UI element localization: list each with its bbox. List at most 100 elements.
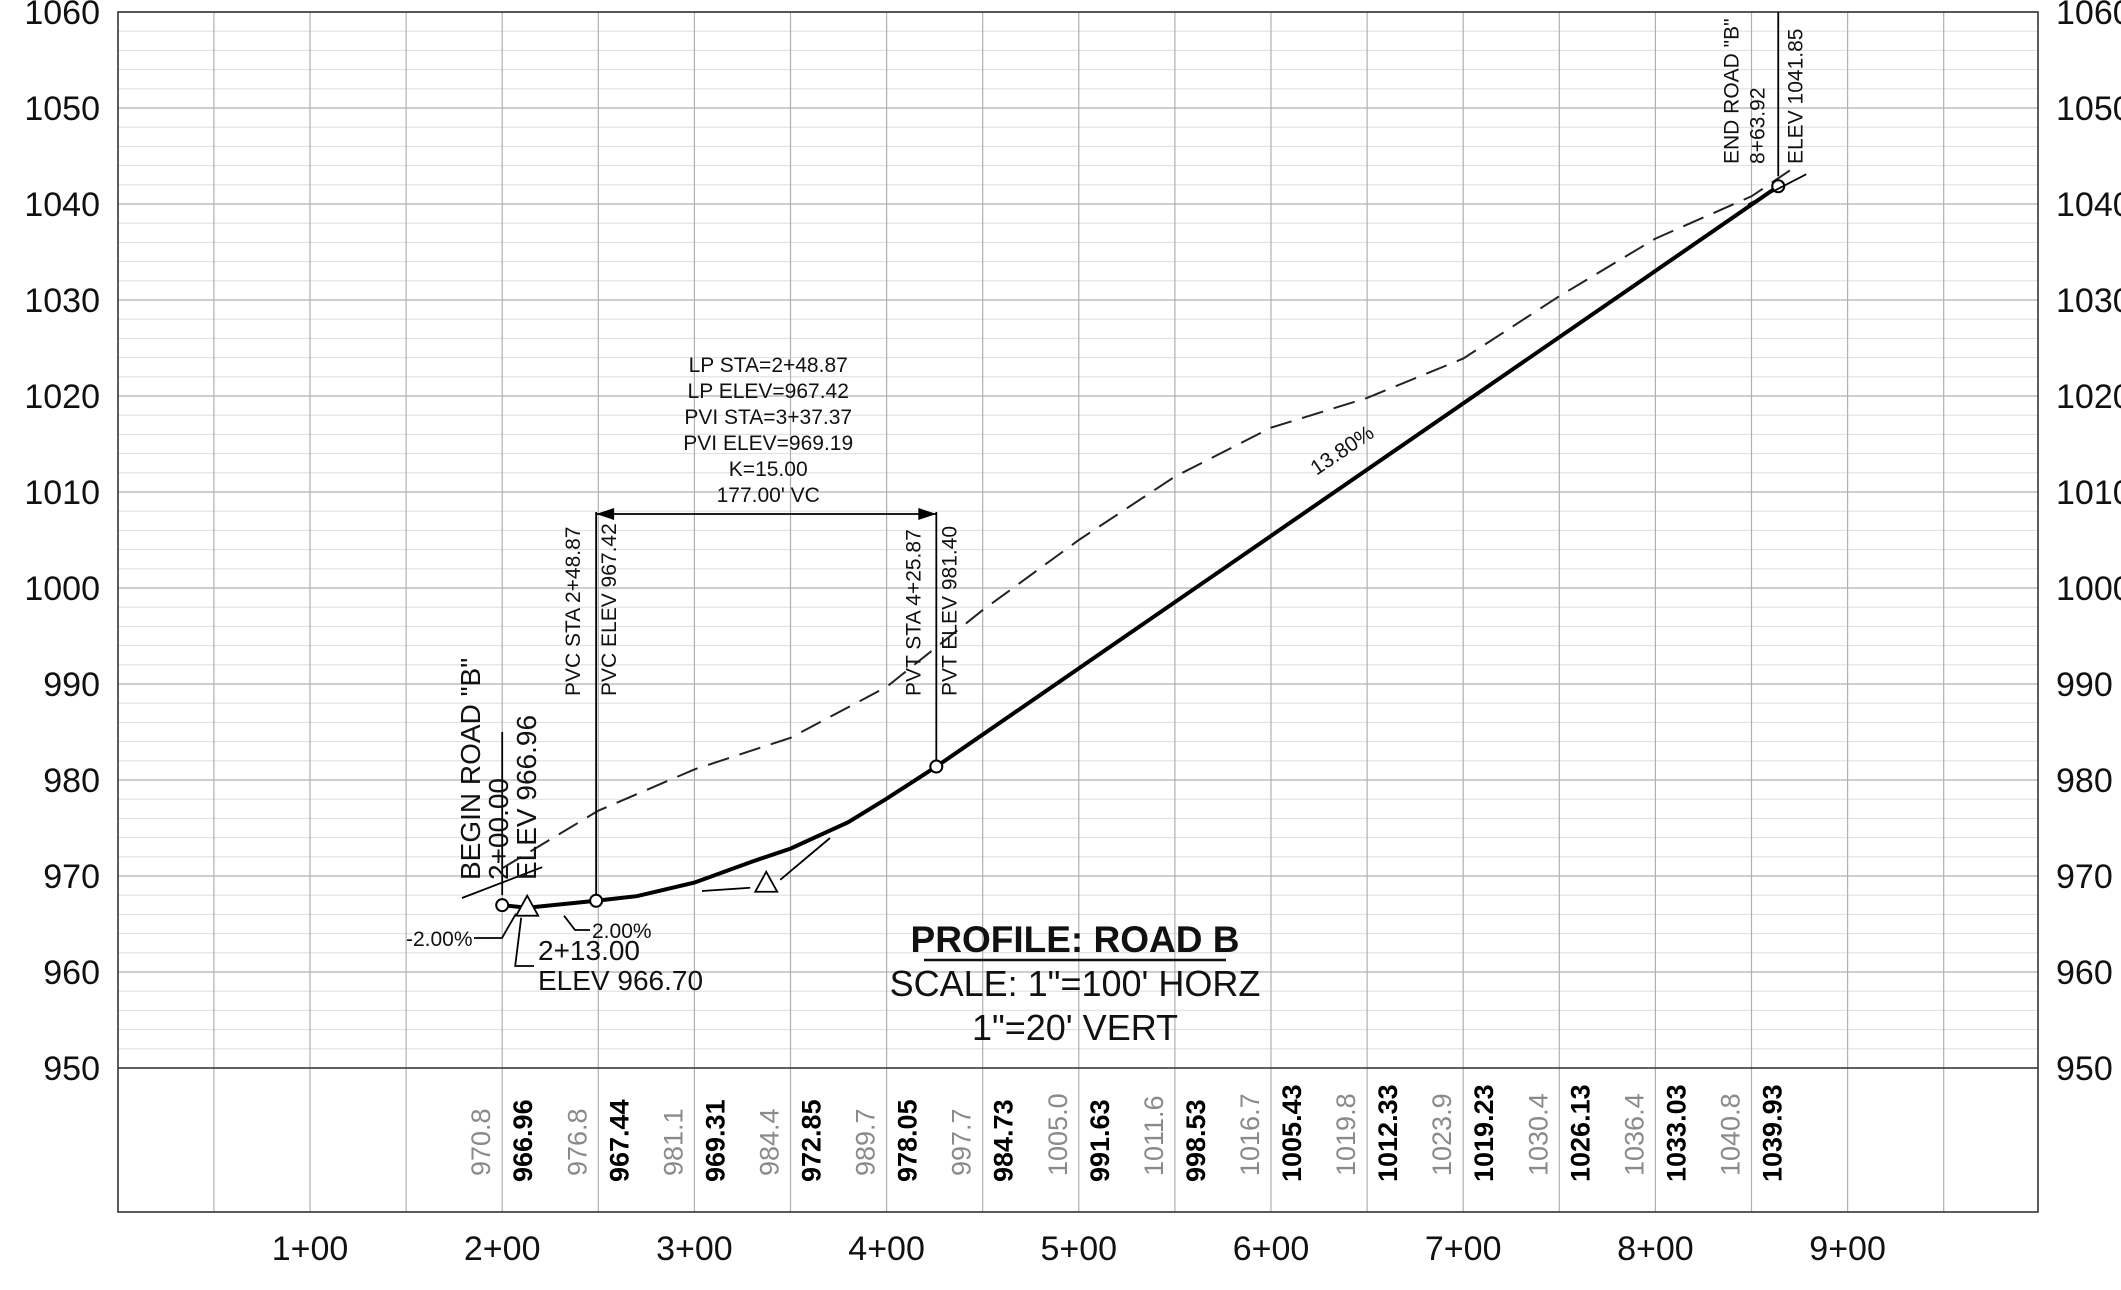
elevation-tick-right: 1020 <box>2056 378 2121 416</box>
existing-elevation-value: 1019.8 <box>1331 1093 1361 1176</box>
elevation-tick-left: 1010 <box>24 474 100 512</box>
elevation-tick-left: 1020 <box>24 378 100 416</box>
existing-elevation-value: 1036.4 <box>1619 1093 1649 1176</box>
design-elevation-value: 1019.23 <box>1469 1084 1499 1182</box>
existing-elevation-value: 1023.9 <box>1427 1093 1457 1176</box>
existing-elevation-value: 970.8 <box>466 1108 496 1176</box>
pvi-ahead-tangent <box>779 837 831 881</box>
pvi-marker <box>753 869 779 893</box>
curve-data-line: LP STA=2+48.87 <box>689 354 848 377</box>
station-axis: 1+00 2+00 3+00 4+00 5+00 6+00 7+00 8+00 9+00 <box>272 1230 1886 1268</box>
pvc-marker <box>589 893 604 908</box>
station-tick-label: 9+00 <box>1809 1230 1886 1268</box>
existing-elevation-value: 1030.4 <box>1523 1093 1553 1176</box>
elevation-tick-left: 1050 <box>24 90 100 128</box>
begin-grade-tick <box>461 866 543 899</box>
elevation-tick-left: 950 <box>43 1050 100 1088</box>
design-elevation-value: 991.63 <box>1085 1099 1115 1182</box>
elevation-data-band: 970.8 966.96 976.8 967.44 981.1 969.31 984.4 97… <box>466 1084 1787 1182</box>
existing-elevation-value: 1040.8 <box>1716 1093 1746 1176</box>
design-elevation-value: 1026.13 <box>1565 1084 1595 1182</box>
profile-title: PROFILE: ROAD B <box>911 919 1240 960</box>
curve-data-line: LP ELEV=967.42 <box>688 380 849 403</box>
begin-road-label: BEGIN ROAD "B" <box>455 658 486 880</box>
begin-road-marker <box>495 898 510 913</box>
station-tick-label: 2+00 <box>464 1230 541 1268</box>
pvc-elevation-label: PVC ELEV 967.42 <box>598 523 621 696</box>
design-elevation-value: 967.44 <box>604 1099 634 1182</box>
proposed-profile-line <box>502 184 1780 910</box>
end-station-label: 8+63.92 <box>1746 88 1769 165</box>
pvt-marker <box>929 759 944 774</box>
existing-elevation-value: 1016.7 <box>1235 1093 1265 1176</box>
elevation-tick-right: 980 <box>2056 762 2113 800</box>
station-tick-label: 6+00 <box>1233 1230 1310 1268</box>
elevation-tick-right: 1040 <box>2056 186 2121 224</box>
elevation-tick-left: 1030 <box>24 282 100 320</box>
elevation-tick-right: 960 <box>2056 954 2113 992</box>
station-tick-label: 5+00 <box>1041 1230 1118 1268</box>
grade-mid-leader <box>563 915 590 931</box>
existing-elevation-value: 981.1 <box>658 1108 688 1176</box>
station-tick-label: 4+00 <box>848 1230 925 1268</box>
existing-elevation-value: 989.7 <box>851 1108 881 1176</box>
title-block: PROFILE: ROAD B SCALE: 1"=100' HORZ 1"=2… <box>890 919 1261 1048</box>
existing-elevation-value: 997.7 <box>947 1108 977 1176</box>
end-elevation-label: ELEV 1041.85 <box>1784 29 1807 164</box>
curve-data-line: PVI STA=3+37.37 <box>684 406 852 429</box>
design-elevation-value: 969.31 <box>700 1099 730 1182</box>
elevation-tick-left: 980 <box>43 762 100 800</box>
elevation-axis: 1060 1060 1050 1050 1040 1040 1030 1030 1020 1020… <box>24 0 2121 1088</box>
design-elevation-value: 978.05 <box>893 1099 923 1182</box>
elevation-tick-right: 1000 <box>2056 570 2121 608</box>
existing-ground-line <box>501 169 1791 870</box>
low-point-marker <box>514 893 540 917</box>
design-elevation-value: 972.85 <box>797 1099 827 1182</box>
grade-left-leader <box>474 913 517 939</box>
existing-elevation-value: 984.4 <box>755 1108 785 1176</box>
elevation-tick-right: 1060 <box>2056 0 2121 32</box>
grade-left-label: -2.00% <box>406 928 473 951</box>
elevation-tick-right: 970 <box>2056 858 2113 896</box>
elevation-tick-left: 1040 <box>24 186 100 224</box>
low-point-station: 2+13.00 <box>538 935 640 966</box>
design-elevation-value: 1033.03 <box>1661 1084 1691 1182</box>
low-point-elevation: ELEV 966.70 <box>538 965 703 996</box>
design-elevation-value: 1012.33 <box>1373 1084 1403 1182</box>
design-elevation-value: 998.53 <box>1181 1099 1211 1182</box>
curve-data-line: 177.00' VC <box>717 484 820 507</box>
station-tick-label: 7+00 <box>1425 1230 1502 1268</box>
pvt-station-label: PVT STA 4+25.87 <box>902 529 925 696</box>
station-tick-label: 1+00 <box>272 1230 349 1268</box>
curve-data-line: PVI ELEV=969.19 <box>683 432 853 455</box>
horizontal-scale: SCALE: 1"=100' HORZ <box>890 963 1261 1004</box>
elevation-tick-right: 990 <box>2056 666 2113 704</box>
station-tick-label: 3+00 <box>656 1230 733 1268</box>
profile-frame <box>117 11 2039 1213</box>
elevation-tick-left: 970 <box>43 858 100 896</box>
elevation-tick-left: 960 <box>43 954 100 992</box>
elevation-tick-left: 1000 <box>24 570 100 608</box>
elevation-tick-left: 1060 <box>24 0 100 32</box>
design-elevation-value: 984.73 <box>989 1099 1019 1182</box>
elevation-tick-right: 1030 <box>2056 282 2121 320</box>
pvc-station-label: PVC STA 2+48.87 <box>562 527 585 696</box>
curve-data-line: K=15.00 <box>729 458 808 481</box>
elevation-tick-left: 990 <box>43 666 100 704</box>
elevation-tick-right: 1050 <box>2056 90 2121 128</box>
grade-mid-label: 2.00% <box>592 920 652 943</box>
pvt-elevation-label: PVT ELEV 981.40 <box>938 526 961 696</box>
elevation-tick-right: 1010 <box>2056 474 2121 512</box>
low-point-leader <box>514 917 534 967</box>
existing-elevation-value: 1011.6 <box>1139 1095 1169 1176</box>
existing-elevation-value: 976.8 <box>562 1108 592 1176</box>
profile-lines <box>501 169 1791 910</box>
elevation-tick-right: 950 <box>2056 1050 2113 1088</box>
begin-station-label: 2+00.00 <box>483 778 514 880</box>
existing-elevation-value: 1005.0 <box>1043 1093 1073 1176</box>
begin-elevation-label: ELEV 966.96 <box>511 715 542 880</box>
vertical-scale: 1"=20' VERT <box>972 1007 1178 1048</box>
end-road-label: END ROAD "B" <box>1720 18 1743 164</box>
